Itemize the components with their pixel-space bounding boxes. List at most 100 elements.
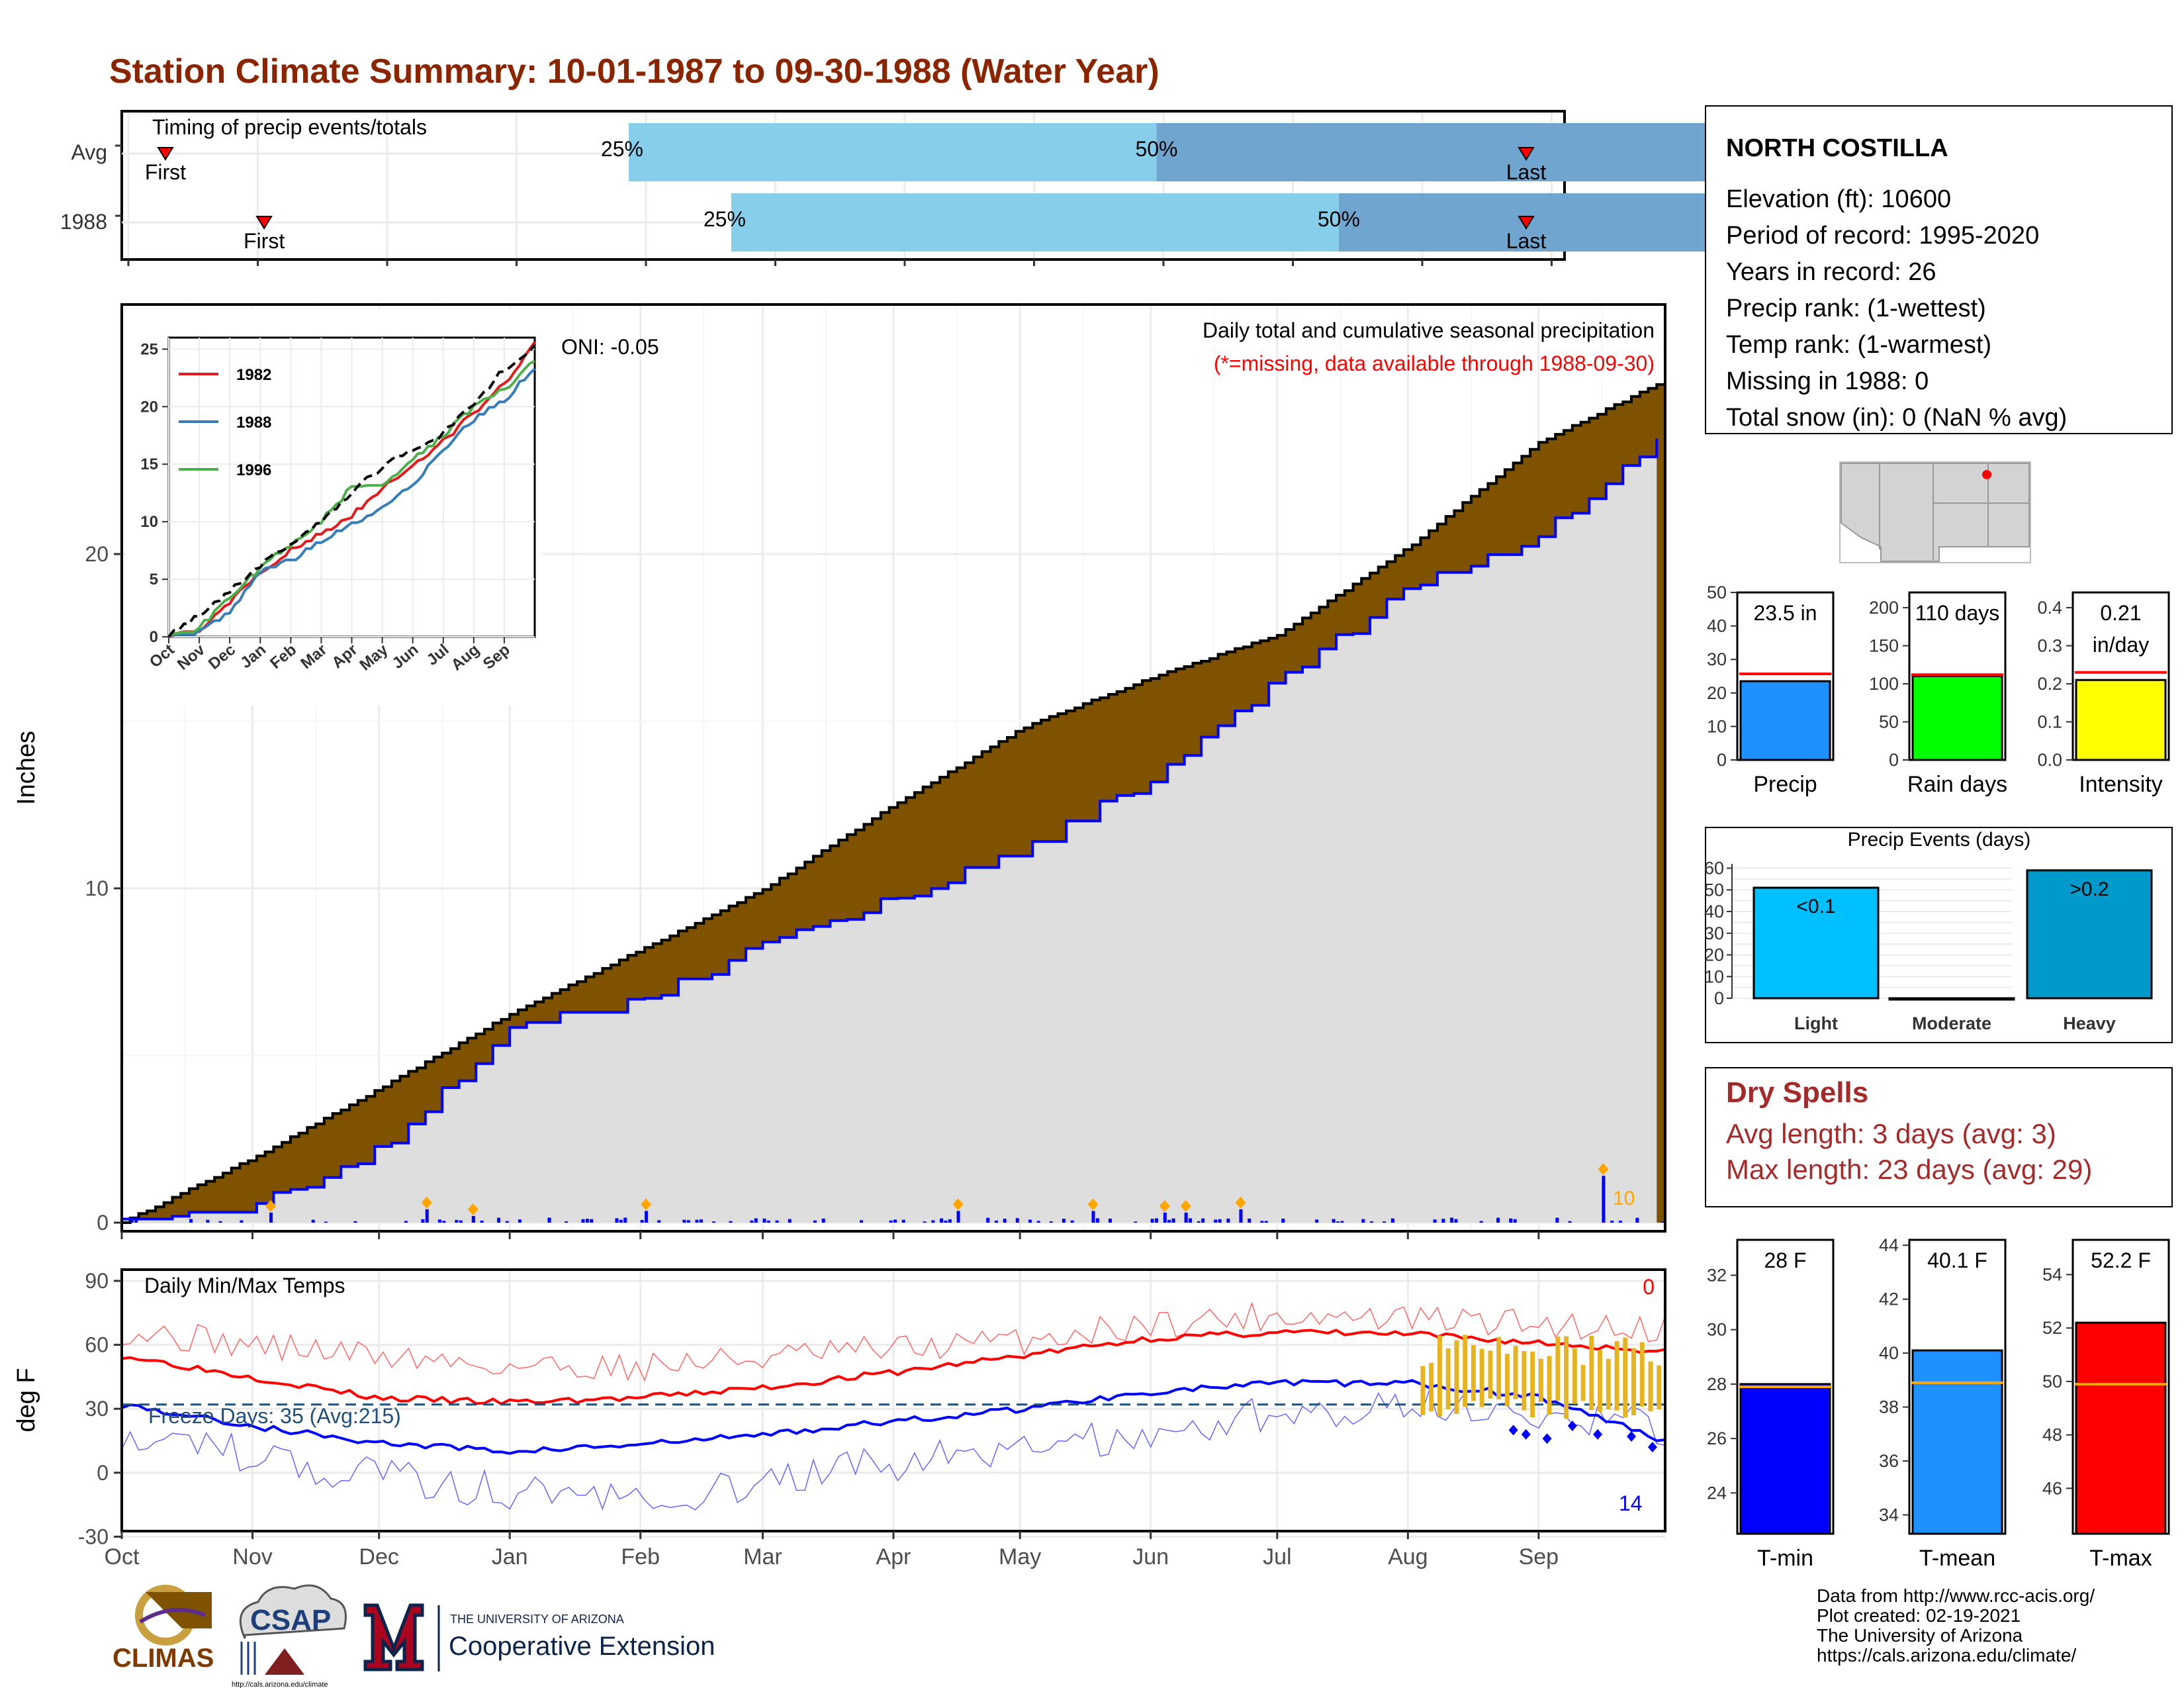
temp-panel: -30 0 30 60 90 Oct Nov Dec Jan Feb Mar Apr May Jun Ju… bbox=[13, 1268, 1666, 1570]
daily-precip-bar bbox=[944, 1220, 948, 1223]
tmax-count-label: 0 bbox=[1643, 1275, 1655, 1299]
daily-precip-bar bbox=[948, 1219, 952, 1223]
csap-url: http://cals.arizona.edu/climate bbox=[232, 1681, 328, 1688]
tmax-summary-ytick-label: 48 bbox=[2042, 1425, 2062, 1445]
daily-precip-bar bbox=[324, 1221, 328, 1223]
daily-precip-bar bbox=[1036, 1221, 1040, 1223]
daily-range-bar bbox=[1488, 1350, 1493, 1399]
daily-precip-bar bbox=[471, 1215, 475, 1223]
precip-summary-ytick-label: 40 bbox=[1707, 616, 1727, 636]
daily-precip-bar bbox=[1555, 1217, 1559, 1223]
daily-precip-bar bbox=[130, 1217, 134, 1223]
daily-range-bar bbox=[1580, 1365, 1586, 1401]
timing-last-marker bbox=[1518, 216, 1535, 230]
daily-precip-bar bbox=[1433, 1219, 1437, 1223]
timing-row-1988: 1988 bbox=[60, 210, 107, 234]
tmean-summary-ytick-label: 34 bbox=[1879, 1505, 1899, 1524]
daily-precip-bar bbox=[788, 1219, 792, 1223]
raindays-summary-label: Rain days bbox=[1907, 772, 2007, 797]
precip-summary-ytick-label: 10 bbox=[1707, 716, 1727, 736]
tmean-summary-ytick-label: 44 bbox=[1879, 1235, 1899, 1255]
daily-precip-bar bbox=[860, 1220, 864, 1223]
daily-range-bar bbox=[1572, 1348, 1577, 1404]
tmin-summary: 24 26 28 30 32 28 F T-min bbox=[1707, 1239, 1835, 1571]
extreme-count-label: 10 bbox=[1613, 1188, 1635, 1209]
precip-ytick-label: 10 bbox=[85, 876, 109, 900]
daily-precip-bar bbox=[547, 1217, 551, 1223]
events-ytick-label: 50 bbox=[1704, 880, 1724, 900]
freeze-marker bbox=[1508, 1425, 1518, 1436]
footer-university: The University of Arizona bbox=[1817, 1625, 2023, 1646]
events-bar bbox=[1888, 997, 2015, 1001]
daily-precip-bar bbox=[565, 1221, 569, 1223]
precip-summary-ytick-label: 30 bbox=[1707, 649, 1727, 669]
timing-q25-label: 25% bbox=[704, 207, 746, 231]
csap-wordmark: CSAP bbox=[250, 1604, 331, 1636]
daily-precip-bar bbox=[518, 1219, 522, 1223]
timing-last-marker bbox=[1518, 147, 1535, 161]
raindays-summary-ytick-label: 50 bbox=[1879, 712, 1899, 732]
daily-precip-bar bbox=[1260, 1221, 1264, 1223]
daily-precip-bar bbox=[1340, 1221, 1344, 1223]
tmean-summary-ytick-label: 42 bbox=[1879, 1289, 1899, 1309]
daily-precip-bar bbox=[404, 1221, 408, 1223]
precip-summary-ytick-label: 20 bbox=[1707, 683, 1727, 703]
station-name: NORTH COSTILLA bbox=[1726, 134, 1948, 162]
daily-precip-bar bbox=[455, 1219, 459, 1223]
daily-precip-bar bbox=[218, 1221, 222, 1223]
daily-range-bar bbox=[1504, 1354, 1510, 1407]
temp-xtick-label: Feb bbox=[621, 1544, 660, 1570]
daily-precip-bar bbox=[590, 1219, 594, 1223]
daily-range-bar bbox=[1471, 1344, 1476, 1401]
station-temp-rank: Temp rank: (1-warmest) bbox=[1726, 331, 1991, 359]
temp-xtick-label: Oct bbox=[105, 1544, 140, 1570]
daily-precip-bar bbox=[956, 1211, 960, 1223]
inset-ytick-label: 10 bbox=[140, 513, 158, 531]
daily-precip-bar bbox=[134, 1219, 138, 1223]
inset-series-line bbox=[168, 341, 536, 638]
tmin-summary-ytick-label: 28 bbox=[1707, 1374, 1727, 1394]
tmax-summary-ytick-label: 52 bbox=[2042, 1318, 2062, 1338]
intensity-summary-ytick-label: 0.2 bbox=[2037, 674, 2062, 694]
daily-precip-bar bbox=[1264, 1221, 1268, 1223]
tmax-summary-ytick-label: 50 bbox=[2042, 1372, 2062, 1391]
avg-tmin-line bbox=[121, 1379, 1666, 1455]
station-info-box: NORTH COSTILLA Elevation (ft): 10600 Per… bbox=[1705, 105, 2173, 434]
daily-precip-bar bbox=[750, 1220, 754, 1223]
events-xtick-label: Light bbox=[1794, 1013, 1838, 1033]
university-of-arizona-logo: THE UNIVERSITY OF ARIZONA Cooperative Ex… bbox=[363, 1603, 715, 1671]
daily-precip-bar bbox=[762, 1218, 766, 1223]
raindays-summary: 0 50 100 150 200 110 days Rain days bbox=[1869, 591, 2007, 797]
timing-last-label: Last bbox=[1506, 160, 1547, 184]
locator-map bbox=[1839, 461, 2031, 563]
daily-extreme-marker bbox=[1087, 1198, 1099, 1211]
daily-precip-bar bbox=[1618, 1221, 1622, 1223]
raindays-summary-ytick-label: 200 bbox=[1869, 598, 1899, 618]
intensity-summary-value-text: 0.21 bbox=[2100, 601, 2141, 625]
tmin-summary-ytick-label: 32 bbox=[1707, 1265, 1727, 1285]
tmax-summary: 46 48 50 52 54 52.2 F T-max bbox=[2042, 1239, 2170, 1571]
intensity-summary-ytick-label: 0.0 bbox=[2037, 750, 2062, 770]
daily-range-bar bbox=[1623, 1337, 1628, 1418]
daily-precip-bar bbox=[1454, 1219, 1458, 1223]
daily-precip-bar bbox=[581, 1219, 585, 1223]
tmean-summary-label: T-mean bbox=[1919, 1546, 1995, 1571]
station-years: Years in record: 26 bbox=[1726, 258, 1936, 286]
timing-first-label: First bbox=[244, 229, 285, 253]
daily-precip-bar bbox=[615, 1218, 619, 1223]
daily-precip-bar bbox=[729, 1221, 733, 1223]
daily-range-bar bbox=[1648, 1361, 1653, 1412]
daily-precip-bar bbox=[1602, 1176, 1606, 1223]
daily-extreme-marker bbox=[1598, 1163, 1609, 1176]
daily-precip-bar bbox=[497, 1217, 501, 1223]
daily-range-bar bbox=[1606, 1358, 1611, 1409]
daily-extreme-marker bbox=[467, 1203, 478, 1215]
tmin-summary-bar bbox=[1739, 1383, 1831, 1535]
events-xtick-label: Heavy bbox=[2063, 1013, 2116, 1033]
daily-precip-bar bbox=[1134, 1221, 1138, 1223]
inset-ytick-label: 15 bbox=[140, 455, 158, 473]
events-ytick-label: 10 bbox=[1704, 966, 1724, 986]
intensity-summary-label: Intensity bbox=[2079, 772, 2163, 797]
